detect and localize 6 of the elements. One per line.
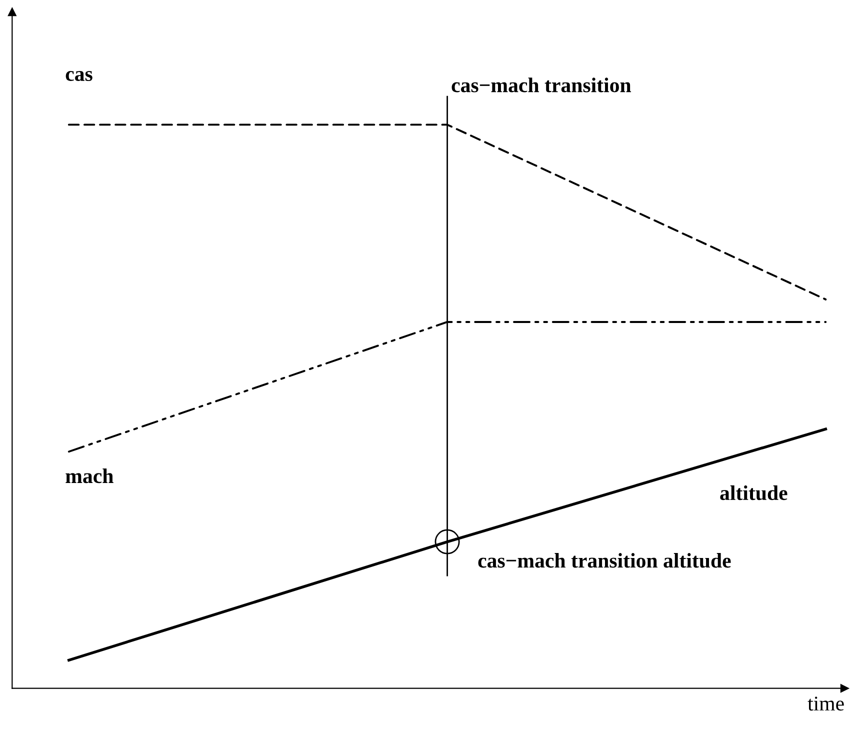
series-label: altitude [720,485,788,500]
x-axis-title: time [808,696,844,711]
text: cas [66,71,92,82]
annotation: cas−mach transition altitude [478,553,731,568]
text: cas−mach transition [452,78,632,92]
series-label: mach [66,468,114,484]
